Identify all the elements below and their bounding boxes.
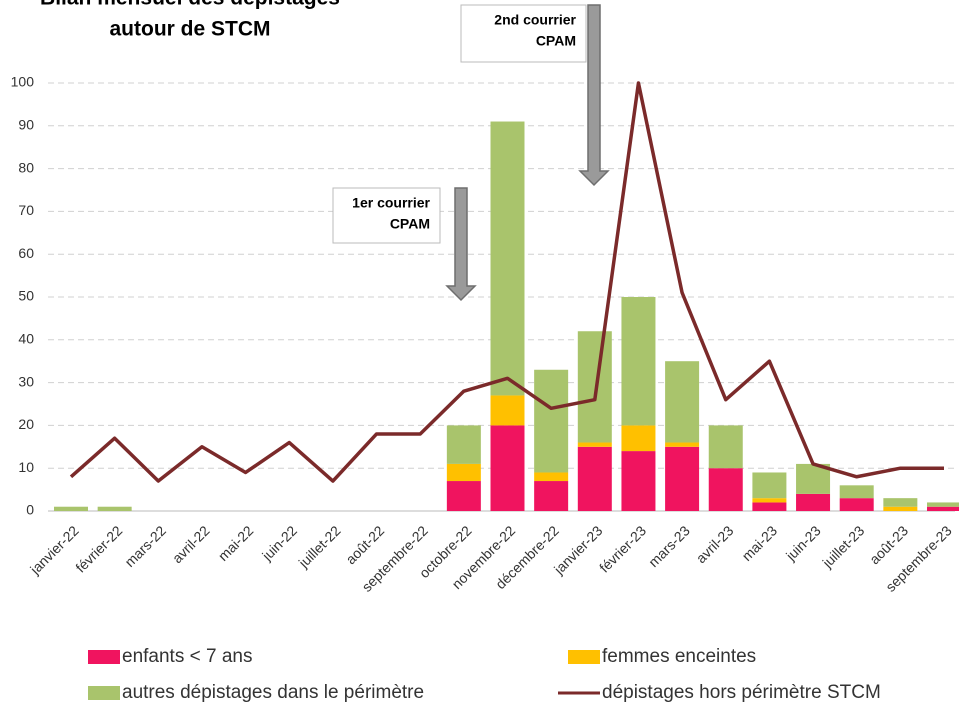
annotation-box [332, 187, 441, 244]
bar-segment [665, 442, 700, 447]
y-tick-label: 20 [18, 416, 34, 432]
bar-segment [490, 121, 525, 396]
y-tick-label: 100 [11, 74, 35, 90]
x-tick-label: juin-22 [258, 522, 300, 564]
bar-segment [665, 361, 700, 443]
bar-segment [796, 493, 831, 511]
bar-segment [621, 451, 656, 511]
x-tick-label: janvier-22 [26, 522, 82, 578]
bar-segment [665, 446, 700, 511]
bar-segment [927, 506, 959, 511]
bar-segment [446, 463, 481, 482]
bar-segment [708, 468, 743, 511]
annotation-text: 2nd courrier [494, 12, 576, 28]
bar-segment [752, 472, 787, 499]
bar-segment [54, 506, 88, 511]
bar-segment [534, 481, 569, 511]
annotation-text: CPAM [390, 216, 430, 232]
legend-label: dépistages hors périmètre STCM [602, 682, 881, 703]
y-tick-label: 40 [18, 331, 34, 347]
line-series [69, 81, 944, 483]
y-tick-label: 70 [18, 202, 34, 218]
legend-swatch [88, 650, 120, 664]
x-tick-label: mai-23 [739, 522, 781, 564]
bar-segment [534, 369, 569, 473]
bar-segment [577, 331, 612, 443]
x-tick-label: avril-23 [693, 522, 737, 566]
bar-segment [534, 472, 569, 482]
legend-label: enfants < 7 ans [122, 646, 252, 667]
y-tick-label: 90 [18, 117, 34, 133]
x-tick-label: mars-23 [645, 522, 693, 570]
y-tick-label: 50 [18, 288, 34, 304]
legend-swatch [88, 686, 120, 700]
y-tick-label: 0 [26, 502, 34, 518]
bar-segment [839, 498, 874, 511]
annotation-text: CPAM [536, 33, 576, 49]
x-tick-label: juillet-22 [295, 522, 344, 571]
x-tick-label: février-22 [72, 522, 125, 575]
bar-segment [577, 446, 612, 511]
bar-segment [621, 297, 656, 426]
bar-segment [839, 485, 874, 499]
x-tick-label: mai-22 [215, 522, 257, 564]
bar-segment [490, 395, 525, 426]
annotation-text: 1er courrier [352, 195, 430, 211]
x-tick-label: février-23 [596, 522, 649, 575]
bar-segment [446, 481, 481, 511]
bar-segment [446, 425, 481, 464]
x-tick-label: mars-22 [121, 522, 169, 570]
bar-segment [927, 502, 959, 507]
x-tick-label: juillet-23 [819, 522, 868, 571]
bar-segment [97, 506, 132, 511]
y-tick-label: 80 [18, 159, 34, 175]
legend-label: autres dépistages dans le périmètre [122, 682, 424, 703]
chart-title: Bilan mensuel des dépistages [40, 0, 340, 10]
y-tick-label: 30 [18, 373, 34, 389]
bar-segment [883, 506, 918, 511]
bar-segment [883, 498, 918, 507]
x-tick-label: juin-23 [782, 522, 824, 564]
bar-segment [621, 425, 656, 452]
bar-segment [490, 425, 525, 511]
annotation-arrow [445, 187, 477, 302]
y-tick-label: 60 [18, 245, 34, 261]
annotation-box [460, 4, 587, 63]
bar-segment [708, 425, 743, 469]
annotation-arrow [578, 4, 610, 187]
chart-title: autour de STCM [110, 18, 271, 41]
legend-swatch [568, 650, 600, 664]
y-tick-label: 10 [18, 459, 34, 475]
legend-label: femmes enceintes [602, 646, 756, 667]
bar-segment [752, 498, 787, 503]
x-tick-label: avril-22 [169, 522, 213, 566]
bar-segment [577, 442, 612, 447]
bar-segment [752, 502, 787, 511]
